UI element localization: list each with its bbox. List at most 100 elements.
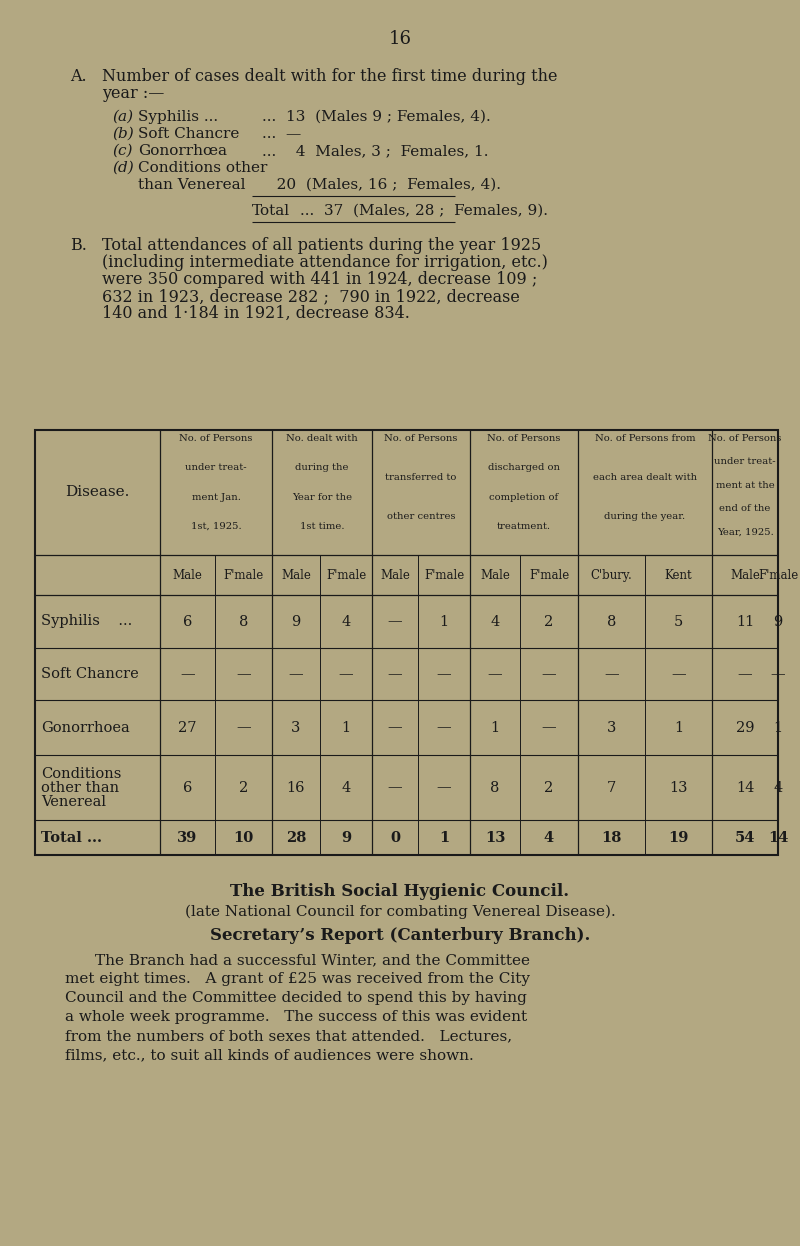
Text: 1: 1 bbox=[674, 720, 683, 734]
Text: —: — bbox=[437, 780, 451, 795]
Text: A.: A. bbox=[70, 69, 86, 85]
Text: 1st, 1925.: 1st, 1925. bbox=[190, 522, 242, 531]
Text: No. of Persons: No. of Persons bbox=[487, 434, 561, 444]
Text: 1: 1 bbox=[342, 720, 350, 734]
Text: F'male: F'male bbox=[326, 569, 366, 582]
Text: Gonorrhoea: Gonorrhoea bbox=[41, 720, 130, 734]
Text: —: — bbox=[388, 780, 402, 795]
Text: 9: 9 bbox=[291, 614, 301, 628]
Text: 2: 2 bbox=[239, 780, 248, 795]
Text: ment at the: ment at the bbox=[716, 481, 774, 490]
Text: —: — bbox=[338, 667, 354, 682]
Text: than Venereal: than Venereal bbox=[138, 178, 246, 192]
Text: Male: Male bbox=[281, 569, 311, 582]
Text: ment Jan.: ment Jan. bbox=[191, 492, 241, 501]
Text: 4: 4 bbox=[342, 614, 350, 628]
Text: 4: 4 bbox=[342, 780, 350, 795]
Text: —: — bbox=[437, 720, 451, 734]
Text: —: — bbox=[671, 667, 686, 682]
Text: —: — bbox=[488, 667, 502, 682]
Text: C'bury.: C'bury. bbox=[590, 569, 632, 582]
Text: from the numbers of both sexes that attended.   Lectures,: from the numbers of both sexes that atte… bbox=[65, 1029, 512, 1043]
Text: —: — bbox=[770, 667, 786, 682]
Text: Soft Chancre: Soft Chancre bbox=[138, 127, 239, 141]
Text: during the year.: during the year. bbox=[605, 512, 686, 521]
Text: —: — bbox=[236, 720, 251, 734]
Text: Year, 1925.: Year, 1925. bbox=[717, 527, 774, 537]
Text: 14: 14 bbox=[736, 780, 754, 795]
Text: 1st time.: 1st time. bbox=[300, 522, 344, 531]
Text: 16: 16 bbox=[389, 30, 411, 49]
Text: —: — bbox=[388, 614, 402, 628]
Text: each area dealt with: each area dealt with bbox=[593, 473, 697, 482]
Text: 4: 4 bbox=[544, 831, 554, 845]
Text: during the: during the bbox=[295, 464, 349, 472]
Text: end of the: end of the bbox=[719, 505, 770, 513]
Text: F'male: F'male bbox=[529, 569, 569, 582]
Text: 2: 2 bbox=[544, 614, 554, 628]
Text: under treat-: under treat- bbox=[714, 457, 776, 466]
Text: —: — bbox=[542, 667, 556, 682]
Text: 10: 10 bbox=[234, 831, 254, 845]
Text: other than: other than bbox=[41, 780, 119, 795]
Text: 20  (Males, 16 ;  Females, 4).: 20 (Males, 16 ; Females, 4). bbox=[262, 178, 501, 192]
Text: Total: Total bbox=[252, 204, 290, 218]
Text: 3: 3 bbox=[607, 720, 616, 734]
Text: Year for the: Year for the bbox=[292, 492, 352, 501]
Text: 16: 16 bbox=[286, 780, 306, 795]
Text: 0: 0 bbox=[390, 831, 400, 845]
Text: completion of: completion of bbox=[490, 492, 558, 501]
Text: 27: 27 bbox=[178, 720, 197, 734]
Text: No. of Persons: No. of Persons bbox=[708, 434, 782, 444]
Text: 1: 1 bbox=[439, 614, 449, 628]
Text: a whole week programme.   The success of this was evident: a whole week programme. The success of t… bbox=[65, 1011, 527, 1024]
Text: Male: Male bbox=[730, 569, 760, 582]
Text: 13: 13 bbox=[485, 831, 505, 845]
Text: Gonorrhœa: Gonorrhœa bbox=[138, 145, 227, 158]
Text: F'male: F'male bbox=[424, 569, 464, 582]
Text: Total ...: Total ... bbox=[41, 831, 102, 845]
Text: Syphilis ...: Syphilis ... bbox=[138, 110, 218, 125]
Text: The British Social Hygienic Council.: The British Social Hygienic Council. bbox=[230, 883, 570, 900]
Text: (d): (d) bbox=[112, 161, 134, 174]
Bar bbox=[35, 430, 778, 855]
Text: transferred to: transferred to bbox=[386, 473, 457, 482]
Text: Male: Male bbox=[480, 569, 510, 582]
Text: Syphilis    ...: Syphilis ... bbox=[41, 614, 132, 628]
Text: 18: 18 bbox=[602, 831, 622, 845]
Text: Secretary’s Report (Canterbury Branch).: Secretary’s Report (Canterbury Branch). bbox=[210, 927, 590, 944]
Text: No. of Persons: No. of Persons bbox=[179, 434, 253, 444]
Text: Disease.: Disease. bbox=[66, 485, 130, 498]
Text: 4: 4 bbox=[490, 614, 500, 628]
Text: (b): (b) bbox=[112, 127, 134, 141]
Text: (late National Council for combating Venereal Disease).: (late National Council for combating Ven… bbox=[185, 905, 615, 920]
Text: films, etc., to suit all kinds of audiences were shown.: films, etc., to suit all kinds of audien… bbox=[65, 1048, 474, 1062]
Text: 4: 4 bbox=[774, 780, 782, 795]
Text: ...  37  (Males, 28 ;  Females, 9).: ... 37 (Males, 28 ; Females, 9). bbox=[300, 204, 548, 218]
Text: were 350 compared with 441 in 1924, decrease 109 ;: were 350 compared with 441 in 1924, decr… bbox=[102, 270, 538, 288]
Text: 9: 9 bbox=[341, 831, 351, 845]
Text: —: — bbox=[180, 667, 195, 682]
Text: Conditions: Conditions bbox=[41, 766, 122, 780]
Text: (including intermediate attendance for irrigation, etc.): (including intermediate attendance for i… bbox=[102, 254, 548, 270]
Text: 19: 19 bbox=[668, 831, 689, 845]
Text: —: — bbox=[604, 667, 619, 682]
Text: No. of Persons: No. of Persons bbox=[384, 434, 458, 444]
Text: Soft Chancre: Soft Chancre bbox=[41, 667, 138, 682]
Text: other centres: other centres bbox=[386, 512, 455, 521]
Text: B.: B. bbox=[70, 237, 87, 254]
Text: met eight times.   A grant of £25 was received from the City: met eight times. A grant of £25 was rece… bbox=[65, 972, 530, 986]
Text: 1: 1 bbox=[439, 831, 449, 845]
Text: 14: 14 bbox=[768, 831, 788, 845]
Text: Number of cases dealt with for the first time during the: Number of cases dealt with for the first… bbox=[102, 69, 558, 85]
Text: discharged on: discharged on bbox=[488, 464, 560, 472]
Text: Kent: Kent bbox=[665, 569, 692, 582]
Text: Male: Male bbox=[380, 569, 410, 582]
Text: 1: 1 bbox=[490, 720, 499, 734]
Text: —: — bbox=[289, 667, 303, 682]
Text: 1: 1 bbox=[774, 720, 782, 734]
Text: —: — bbox=[437, 667, 451, 682]
Text: The Branch had a successful Winter, and the Committee: The Branch had a successful Winter, and … bbox=[95, 953, 530, 967]
Text: —: — bbox=[738, 667, 752, 682]
Text: 6: 6 bbox=[183, 780, 192, 795]
